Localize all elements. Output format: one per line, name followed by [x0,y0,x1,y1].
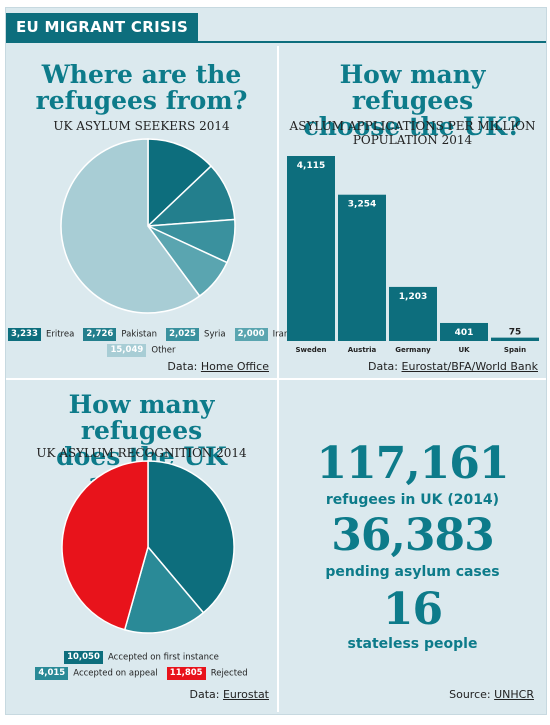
legend-item: 2,025 Syria [166,324,226,343]
bar-spain [491,337,539,341]
stat-stateless-label: stateless people [347,636,478,652]
bar-germany [389,286,437,341]
panel-recognition: How many refugees does the UK accept? UK… [6,380,277,712]
applications-bar-chart: 4,115 Sweden 3,254 Austria 1,203 Germany 401 UK… [287,156,539,354]
pie-slice-other [60,138,201,314]
title-line: Where are the [41,60,242,89]
bar-value-label: 4,115 [297,161,325,171]
bar-value-label: 1,203 [399,292,427,302]
source-prefix: Data: [368,360,399,373]
panel-key-stats: 117,161 refugees in UK (2014) 36,383 pen… [279,380,546,712]
legend-label: Syria [204,329,226,340]
title-line: refugees from? [35,86,248,115]
recognition-legend-row1: 10,050 Accepted on first instance [6,647,277,666]
legend-chip: 2,000 [234,328,268,341]
legend-chip: 4,015 [35,667,69,680]
origins-legend-row1: 3,233 Eritrea 2,726 Pakistan 2,025 Syria… [6,324,289,343]
bar-category-label: Spain [504,346,526,354]
legend-chip: 11,805 [166,667,206,680]
subtitle-line: ASYLUM APPLICATIONS PER MILLION [289,119,536,133]
legend-label: Rejected [210,668,248,679]
source-prefix: Data: [189,688,220,701]
infographic-frame: EU MIGRANT CRISIS Where are the refugees… [5,7,547,715]
source-link-home-office[interactable]: Home Office [200,360,269,373]
title-line: How many refugees [339,60,486,115]
legend-label: Pakistan [121,329,157,340]
legend-label: Accepted on appeal [73,668,158,679]
source-link-unhcr[interactable]: UNHCR [494,688,534,701]
source-link-eurostat-bfa-world-bank[interactable]: Eurostat/BFA/World Bank [401,360,538,373]
legend-item: 2,726 Pakistan [83,324,157,343]
legend-label: Accepted on first instance [107,652,219,663]
title-line: choose the UK? [303,112,522,141]
bar-category-label: Sweden [296,346,327,354]
legend-label: Other [151,345,176,356]
panel-origins-subtitle: UK ASYLUM SEEKERS 2014 [53,119,230,133]
horizontal-divider [6,378,546,380]
origins-source: Data: Home Office [167,360,269,373]
subtitle-line: POPULATION 2014 [352,133,473,147]
pie-slice-accepted-on-first-instance [147,460,235,614]
legend-item: 2,000 Iran [234,324,290,343]
bar-category-label: Austria [348,346,377,354]
stat-pending-label: pending asylum cases [325,564,500,580]
legend-item: 3,233 Eritrea [8,324,74,343]
legend-item: 11,805 Rejected [166,663,248,682]
origins-legend-row2: 15,049 Other [6,340,277,359]
panel-applications-title: How many refugees choose the UK? [279,62,546,140]
source-prefix: Source: [449,688,491,701]
source-prefix: Data: [167,360,198,373]
legend-chip: 2,726 [83,328,117,341]
legend-item: 4,015 Accepted on appeal [35,663,158,682]
legend-chip: 15,049 [107,344,147,357]
stat-refugees-value: 117,161 [316,438,509,489]
stat-pending-value: 36,383 [331,510,494,561]
pie-slice-accepted-on-appeal [123,545,205,634]
recognition-legend-row2: 4,015 Accepted on appeal 11,805 Rejected [6,663,277,682]
origins-pie-chart [60,138,236,314]
stat-stateless-value: 16 [382,584,443,635]
header-title: EU MIGRANT CRISIS [6,13,199,41]
bar-uk [440,322,488,341]
panel-origins-title: Where are the refugees from? [6,62,277,114]
legend-chip: 3,233 [8,328,41,341]
legend-chip: 10,050 [64,651,103,664]
panel-recognition-subtitle: UK ASYLUM RECOGNITION 2014 [36,446,247,460]
bar-sweden [287,156,335,341]
bar-value-label: 401 [455,328,474,338]
header-rule [6,41,546,43]
pie-slice-rejected [61,460,149,631]
stats-source: Source: UNHCR [449,688,534,701]
legend-chip: 2,025 [166,328,199,341]
legend-label: Eritrea [45,329,75,340]
bar-value-label: 3,254 [348,200,376,210]
bar-category-label: UK [458,346,470,354]
panel-origins: Where are the refugees from? UK ASYLUM S… [6,46,289,378]
recognition-pie-chart [61,460,235,634]
bar-category-label: Germany [395,346,431,354]
title-line: How many refugees [68,390,215,445]
panel-applications-subtitle: ASYLUM APPLICATIONS PER MILLION POPULATI… [279,119,546,147]
bar-value-label: 75 [509,328,522,338]
pie-slice-eritrea [147,138,213,228]
header-bar: EU MIGRANT CRISIS [6,8,546,43]
legend-item: 10,050 Accepted on first instance [64,647,219,666]
source-link-eurostat[interactable]: Eurostat [222,688,269,701]
applications-source: Data: Eurostat/BFA/World Bank [368,360,538,373]
legend-label: Iran [272,329,290,340]
legend-item: 15,049 Other [107,340,176,359]
bar-austria [338,194,386,341]
recognition-source: Data: Eurostat [189,688,269,701]
stat-refugees-label: refugees in UK (2014) [325,492,500,508]
panel-applications: How many refugees choose the UK? ASYLUM … [279,46,546,378]
